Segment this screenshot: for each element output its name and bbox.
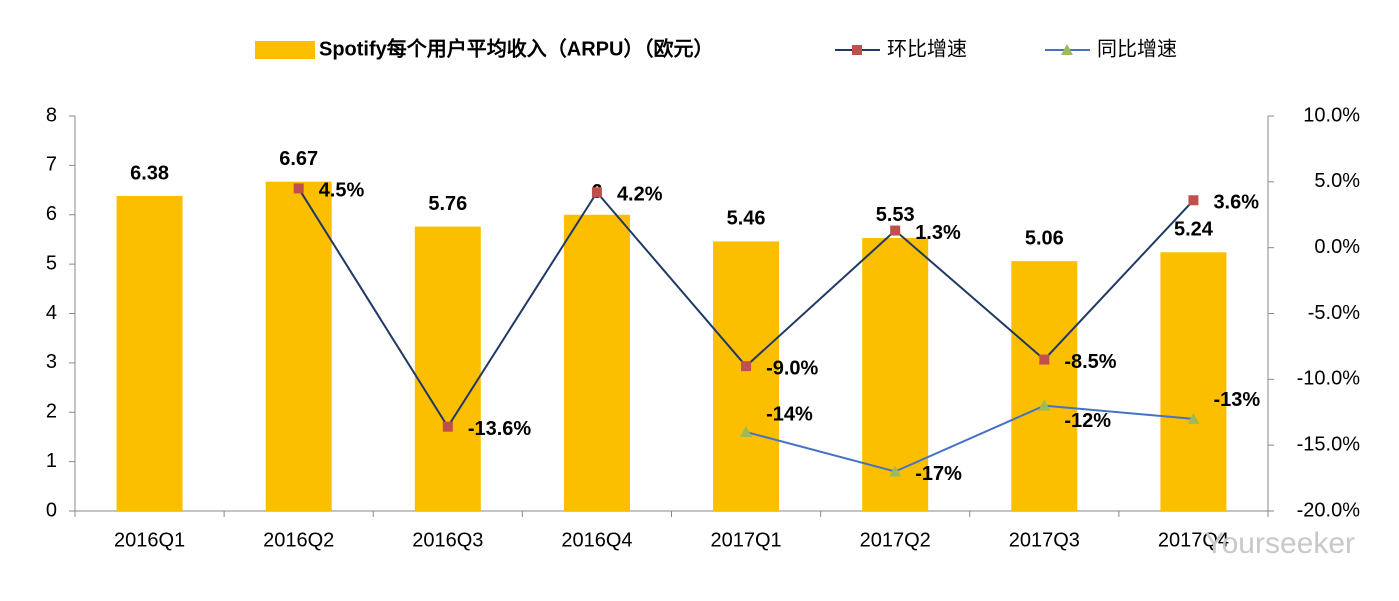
data-label: 5.24 [1174, 219, 1214, 241]
x-tick-label: 2016Q3 [412, 529, 483, 551]
data-label: 6.38 [130, 162, 169, 184]
watermark: Yourseeker [1204, 527, 1355, 560]
data-label: -8.5% [1064, 351, 1116, 373]
x-tick-label: 2016Q1 [114, 529, 185, 551]
y-tick-label: 2 [46, 401, 57, 423]
y2-tick-label: -10.0% [1297, 368, 1361, 390]
bar [414, 226, 481, 511]
data-label: 4.2% [617, 184, 663, 206]
legend-label: 环比增速 [887, 37, 967, 60]
legend-marker [852, 45, 862, 55]
y2-tick-label: 5.0% [1314, 170, 1360, 192]
y-tick-label: 3 [46, 351, 57, 373]
data-label: 5.46 [727, 208, 766, 230]
marker [890, 225, 901, 236]
y2-tick-label: -5.0% [1308, 302, 1360, 324]
data-label: 4.5% [319, 180, 365, 202]
x-tick-label: 2016Q4 [561, 529, 632, 551]
y-tick-label: 1 [46, 450, 57, 472]
y-tick-label: 4 [46, 302, 57, 324]
marker [591, 187, 602, 198]
marker [442, 421, 453, 432]
line [745, 404, 1194, 473]
data-label: -13.6% [468, 418, 532, 440]
data-label: 5.76 [428, 193, 467, 215]
data-label: -12% [1064, 410, 1111, 432]
y-tick-label: 5 [46, 252, 57, 274]
marker [741, 361, 752, 372]
y2-tick-label: 0.0% [1314, 236, 1360, 258]
data-label: -13% [1213, 389, 1260, 411]
marker [889, 465, 902, 477]
data-label: -14% [766, 403, 813, 425]
legend-swatch [255, 41, 315, 59]
marker [1038, 399, 1051, 411]
data-label: -17% [915, 463, 962, 485]
y-tick-label: 7 [46, 154, 57, 176]
x-tick-label: 2017Q2 [860, 529, 931, 551]
x-tick-label: 2017Q1 [710, 529, 781, 551]
x-tick-label: 2016Q2 [263, 529, 334, 551]
legend-label: 同比增速 [1097, 37, 1177, 60]
y2-tick-label: 10.0% [1303, 104, 1360, 126]
bar [713, 241, 780, 511]
y-tick-label: 6 [46, 203, 57, 225]
bar [563, 214, 630, 511]
x-tick-label: 2017Q3 [1009, 529, 1080, 551]
data-label: 5.53 [876, 204, 915, 226]
marker [1188, 195, 1199, 206]
bar [265, 181, 332, 511]
legend-marker [1061, 44, 1073, 55]
x-tick-label: 2017Q4 [1158, 529, 1229, 551]
data-label: 3.6% [1213, 192, 1259, 214]
data-label: 5.06 [1025, 227, 1064, 249]
y2-tick-label: -15.0% [1297, 433, 1361, 455]
bar [1011, 261, 1078, 511]
marker [1187, 412, 1200, 424]
y-tick-label: 0 [46, 499, 57, 521]
y-tick-label: 8 [46, 104, 57, 126]
marker [293, 183, 304, 194]
data-label: 6.67 [279, 148, 318, 170]
marker [1039, 354, 1050, 365]
marker [740, 426, 753, 437]
data-label: 1.3% [915, 222, 961, 244]
data-label: -9.0% [766, 357, 818, 379]
bar [116, 195, 183, 512]
legend-label: Spotify每个用户平均收入（ARPU）（欧元） [319, 36, 713, 60]
bar [1160, 252, 1227, 511]
y2-tick-label: -20.0% [1297, 499, 1361, 521]
